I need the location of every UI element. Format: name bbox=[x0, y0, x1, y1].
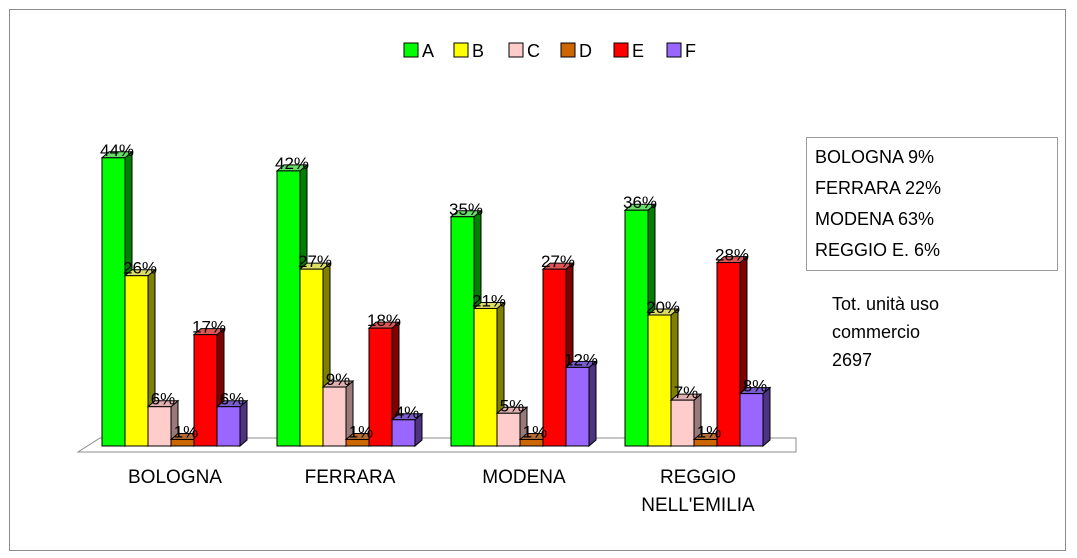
data-label: 7% bbox=[674, 383, 699, 402]
data-label: 35% bbox=[449, 200, 483, 219]
share-line: REGGIO E. 6% bbox=[815, 240, 941, 260]
data-label: 6% bbox=[151, 390, 176, 409]
share-line: MODENA 63% bbox=[815, 209, 935, 229]
bar bbox=[669, 393, 703, 448]
data-label: 6% bbox=[220, 390, 245, 409]
share-box: BOLOGNA 9% FERRARA 22% MODENA 63% REGGIO… bbox=[806, 137, 1058, 271]
legend-label-b: B bbox=[472, 41, 484, 61]
total-note-line: 2697 bbox=[832, 350, 873, 370]
legend: A B C D E F bbox=[403, 41, 696, 61]
data-label: 27% bbox=[298, 252, 332, 271]
floor-plane bbox=[76, 437, 797, 453]
legend-label-f: F bbox=[685, 41, 696, 61]
legend-swatch-c bbox=[508, 42, 524, 58]
data-label: 27% bbox=[541, 252, 575, 271]
share-line: FERRARA 22% bbox=[815, 178, 942, 198]
data-label: 5% bbox=[500, 396, 525, 415]
data-label: 26% bbox=[123, 259, 157, 278]
data-label: 17% bbox=[192, 318, 226, 337]
legend-label-a: A bbox=[422, 41, 434, 61]
category-label: FERRARA bbox=[305, 467, 396, 488]
bar bbox=[215, 399, 249, 448]
data-label: 21% bbox=[472, 291, 506, 310]
bar bbox=[472, 301, 506, 448]
chart-frame bbox=[9, 9, 1066, 551]
data-label: 36% bbox=[623, 193, 657, 212]
legend-label-d: D bbox=[579, 41, 592, 61]
data-label: 44% bbox=[100, 141, 134, 160]
share-line: BOLOGNA 9% bbox=[815, 147, 935, 167]
total-note-line: Tot. unità uso bbox=[832, 294, 940, 314]
legend-label-c: C bbox=[527, 41, 540, 61]
data-label: 9% bbox=[326, 370, 351, 389]
data-label: 1% bbox=[174, 422, 199, 441]
data-label: 20% bbox=[646, 298, 680, 317]
bar bbox=[146, 399, 180, 448]
total-note-line: commercio bbox=[832, 322, 921, 342]
bar bbox=[367, 321, 401, 448]
chart-floor bbox=[76, 437, 797, 453]
legend-swatch-b bbox=[453, 42, 469, 58]
bar bbox=[541, 262, 575, 448]
legend-swatch-a bbox=[403, 42, 419, 58]
data-label: 4% bbox=[395, 403, 420, 422]
bar bbox=[390, 412, 424, 448]
bar bbox=[738, 386, 772, 448]
total-note: Tot. unità uso commercio 2697 bbox=[832, 290, 1002, 374]
data-label: 28% bbox=[715, 246, 749, 265]
legend-swatch-d bbox=[560, 42, 576, 58]
bar bbox=[564, 360, 598, 448]
data-label: 42% bbox=[275, 154, 309, 173]
legend-swatch-e bbox=[613, 42, 629, 58]
data-label: 8% bbox=[743, 377, 768, 396]
category-label: REGGIO NELL'EMILIA bbox=[641, 467, 755, 516]
bar bbox=[321, 379, 355, 448]
data-label: 12% bbox=[564, 350, 598, 369]
category-labels: BOLOGNA FERRARA MODENA REGGIO NELL'EMILIA bbox=[128, 467, 755, 516]
category-label: MODENA bbox=[482, 467, 566, 488]
bars bbox=[100, 150, 772, 448]
data-label: 1% bbox=[349, 422, 374, 441]
data-label: 1% bbox=[523, 422, 548, 441]
data-label: 1% bbox=[697, 422, 722, 441]
data-label: 18% bbox=[367, 311, 401, 330]
category-label: BOLOGNA bbox=[128, 467, 222, 488]
legend-label-e: E bbox=[632, 41, 644, 61]
data-labels: 44% 26% 6% 1% 17% 6% 42% 27% 9% 1% 18% 4% 35% 21% 5% 1%… bbox=[100, 141, 767, 442]
legend-swatch-f bbox=[666, 42, 682, 58]
